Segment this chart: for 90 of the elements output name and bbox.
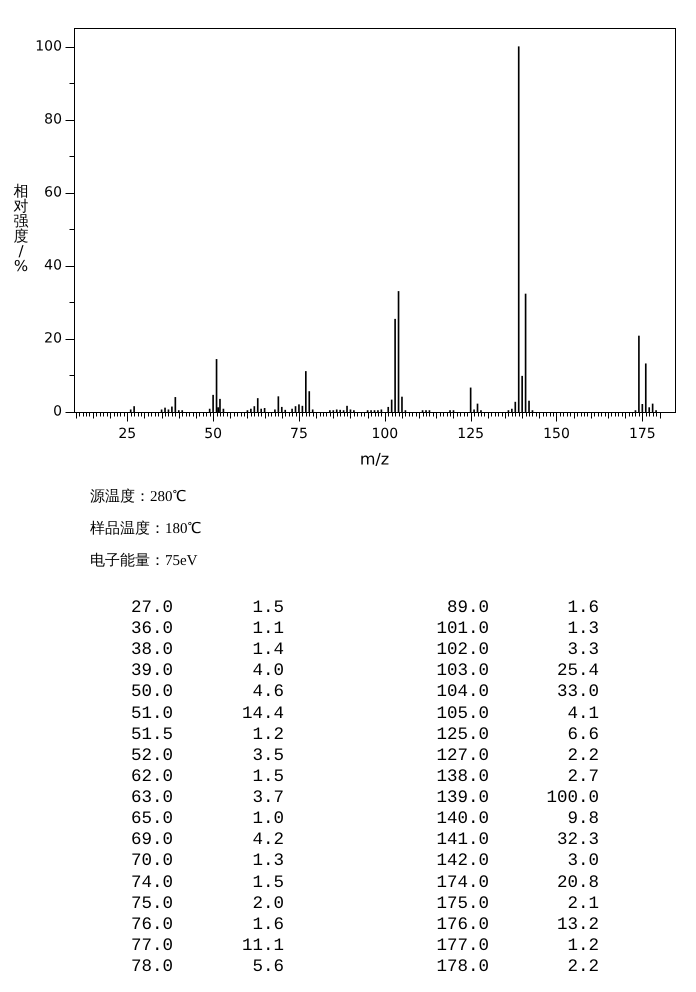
y-tick-label: 60	[44, 184, 62, 200]
x-tick-label: 175	[628, 426, 656, 442]
category-label: 76.0	[130, 914, 173, 936]
category-label: 103.0	[436, 661, 489, 682]
text: 2.0	[252, 894, 284, 914]
category-label: 78.0	[130, 957, 173, 978]
category-label: 65.0	[130, 809, 173, 830]
category-label: 69.0	[130, 830, 173, 852]
category-label: 27.0	[130, 598, 173, 620]
x-axis-title: m/z	[360, 450, 390, 469]
y-tick-label: 40	[44, 258, 62, 274]
category-label: 52.0	[130, 746, 173, 767]
category-label: 62.0	[130, 766, 173, 788]
text: 20.8	[556, 872, 599, 893]
text: 源温度：280℃	[90, 487, 188, 507]
text: 2.1	[567, 894, 599, 914]
text: 4.1	[567, 704, 599, 724]
text: 4.0	[252, 661, 284, 682]
text: 3.0	[567, 851, 599, 872]
category-label: 125.0	[436, 724, 489, 745]
category-label: 63.0	[130, 788, 173, 810]
x-tick-label: 150	[543, 426, 570, 442]
text: 样品温度：180℃	[90, 519, 202, 539]
x-tick-label: 50	[204, 426, 222, 442]
text: 1.6	[567, 598, 599, 618]
text: 9.8	[567, 809, 599, 830]
text: 1.3	[252, 851, 284, 872]
category-label: 74.0	[130, 872, 173, 894]
category-label: 51.5	[130, 724, 173, 746]
category-label: 174.0	[436, 872, 489, 893]
text: 4.6	[252, 682, 284, 702]
category-label: 38.0	[130, 640, 173, 662]
category-label: 105.0	[436, 704, 489, 724]
text: 3.3	[567, 640, 599, 660]
category-label: 75.0	[130, 894, 173, 915]
y-tick-label: 100	[35, 38, 62, 54]
category-label: 36.0	[130, 619, 173, 640]
text: 3.7	[252, 788, 284, 808]
text: 100.0	[546, 788, 599, 808]
category-label: 102.0	[436, 640, 489, 660]
text: 2.2	[567, 746, 599, 766]
text: 1.2	[252, 724, 284, 745]
category-label: 139.0	[436, 788, 489, 808]
text: 14.4	[242, 704, 284, 724]
text: 3.5	[252, 746, 284, 766]
text: 1.3	[567, 619, 599, 640]
text: 2.2	[567, 957, 599, 978]
category-label: 127.0	[436, 746, 489, 766]
text: 1.4	[252, 640, 284, 660]
x-tick-label: 25	[118, 426, 136, 442]
text: 4.2	[252, 830, 284, 850]
category-label: 138.0	[436, 766, 489, 787]
category-label: 77.0	[130, 936, 173, 958]
text: 6.6	[567, 724, 599, 745]
category-label: 104.0	[436, 682, 489, 702]
text: 32.3	[556, 830, 599, 850]
y-tick-label: 20	[44, 330, 62, 347]
y-tick-label: 80	[44, 111, 62, 128]
category-label: 89.0	[446, 598, 489, 618]
text: 1.0	[252, 809, 284, 830]
category-label: 70.0	[130, 851, 173, 873]
text: 2.7	[567, 766, 599, 787]
category-label: 39.0	[130, 661, 173, 682]
text: 1.2	[567, 936, 599, 956]
x-tick-label: 125	[457, 426, 484, 442]
text: 1.1	[252, 619, 284, 640]
category-label: 175.0	[436, 894, 489, 914]
category-label: 101.0	[436, 619, 489, 640]
category-label: 141.0	[436, 830, 489, 850]
text: 1.5	[252, 598, 284, 618]
x-tick-label: 75	[290, 426, 308, 442]
category-label: 51.0	[130, 704, 173, 725]
text: 1.5	[252, 872, 284, 893]
x-tick-label: 100	[371, 426, 398, 442]
category-label: 177.0	[436, 936, 489, 956]
category-label: 178.0	[436, 957, 489, 978]
text: 电子能量：75eV	[90, 552, 198, 571]
text: 1.6	[252, 914, 284, 935]
text: 1.5	[252, 766, 284, 787]
text: 5.6	[252, 957, 284, 978]
category-label: 140.0	[436, 809, 489, 830]
category-label: 176.0	[436, 914, 489, 935]
text: 13.2	[556, 914, 599, 935]
text: 33.0	[556, 682, 599, 702]
text: 25.4	[556, 661, 599, 682]
y-axis-title: 相对强度/%	[13, 182, 29, 275]
y-tick-label: 0	[53, 404, 62, 420]
category-label: 50.0	[130, 682, 173, 704]
text: 11.1	[242, 936, 284, 956]
category-label: 142.0	[436, 851, 489, 872]
